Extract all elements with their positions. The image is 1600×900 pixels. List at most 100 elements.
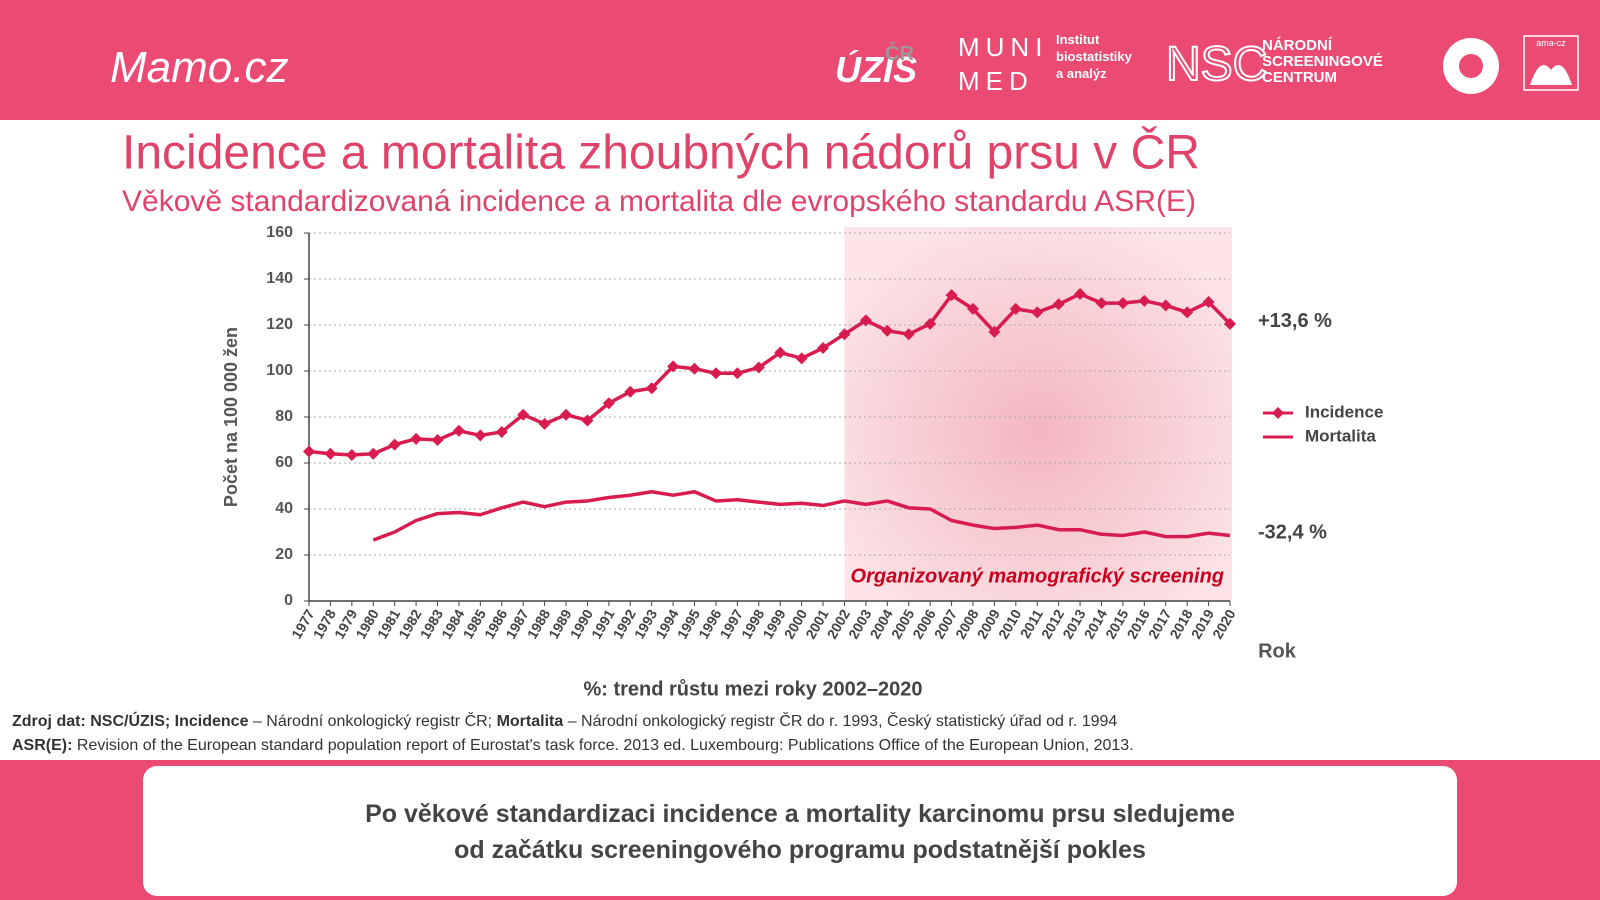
end-label: +13,6 % [1258, 310, 1332, 332]
point [560, 408, 573, 421]
y-tick-label: 120 [266, 316, 293, 333]
point [881, 324, 894, 337]
point [1181, 306, 1194, 319]
point [688, 362, 701, 375]
point [1116, 297, 1129, 310]
point [431, 434, 444, 446]
point [538, 417, 551, 430]
point [902, 328, 915, 341]
point [410, 432, 423, 445]
legend-marker [1272, 407, 1284, 419]
point [752, 361, 765, 374]
point [1224, 317, 1236, 330]
logo: MUNI [958, 32, 1048, 62]
point [1074, 287, 1087, 300]
header: Mamo.cz ÚZIS ČR MUNI MED Institut biosta… [0, 0, 1600, 120]
y-tick-label: 160 [266, 224, 293, 241]
note: %: trend růstu mezi roky 2002–2020 [583, 678, 922, 700]
point [367, 447, 380, 460]
point [388, 438, 401, 451]
conclusion-line: Po věkové standardizaci incidence a mort… [365, 800, 1235, 828]
y-tick-label: 0 [284, 592, 293, 609]
logo: NSC [1166, 38, 1267, 91]
y-tick-label: 60 [275, 454, 293, 471]
point [966, 302, 979, 315]
y-tick-label: 40 [275, 500, 293, 517]
logo: MED [958, 66, 1034, 96]
source-line: ASR(E): Revision of the European standar… [12, 734, 1134, 758]
source-text: Zdroj dat: NSC/ÚZIS; Incidence [12, 713, 249, 730]
point [474, 429, 487, 442]
chart-subtitle: Věkově standardizovaná incidence a morta… [122, 185, 1196, 218]
legend-label: Mortalita [1305, 426, 1376, 445]
y-tick-label: 100 [266, 362, 293, 379]
y-tick-label: 20 [275, 546, 293, 563]
point [517, 408, 530, 421]
logo: ČR [885, 41, 914, 65]
source-text: – Národní onkologický registr ČR; [248, 713, 497, 730]
source-text: – Národní onkologický registr ČR do r. 1… [563, 713, 1118, 730]
point [1095, 297, 1108, 310]
brand: Mamo.cz [110, 43, 288, 92]
screening-period [844, 227, 1232, 601]
x-axis-title: Rok [1258, 640, 1297, 662]
series-line [372, 490, 1231, 542]
source: Zdroj dat: NSC/ÚZIS; Incidence – Národní… [12, 710, 1134, 758]
point [1138, 294, 1151, 307]
point [1202, 296, 1215, 308]
point [838, 328, 851, 341]
y-tick-label: 80 [275, 408, 293, 425]
chart: Incidence a mortalita zhoubných nádorů p… [122, 126, 1384, 701]
point [945, 289, 958, 302]
point [602, 397, 615, 410]
logo: SCREENINGOVÉ [1262, 53, 1383, 70]
y-tick-label: 140 [266, 270, 293, 287]
point [774, 346, 787, 359]
point [1159, 299, 1172, 312]
conclusion-line: od začátku screeningového programu podst… [454, 836, 1146, 864]
source-line: Zdroj dat: NSC/ÚZIS; Incidence – Národní… [12, 710, 1134, 734]
point [859, 314, 872, 327]
point [795, 352, 808, 365]
point [817, 342, 830, 354]
point [709, 367, 722, 380]
logo: ama-cz [1536, 38, 1566, 48]
logo-seal [1459, 54, 1483, 78]
point [924, 317, 937, 330]
point [988, 325, 1001, 338]
point [324, 447, 337, 460]
point [581, 414, 594, 427]
point [624, 385, 637, 398]
y-axis-title: Počet na 100 000 žen [221, 327, 241, 507]
x-tick-label: 2020 [1209, 606, 1239, 641]
x-tick-label: 2010 [995, 606, 1025, 641]
point [1031, 306, 1044, 319]
logo: ÚZIS [835, 49, 917, 90]
point [645, 382, 658, 395]
point [1009, 302, 1022, 315]
plot: Organizovaný mamografický screening 0 20 40… [221, 224, 1384, 700]
legend-label: Incidence [1305, 402, 1383, 421]
logo: a analýz [1056, 66, 1107, 81]
screening-label: Organizovaný mamografický screening [851, 565, 1224, 587]
logo: CENTRUM [1262, 69, 1337, 86]
conclusion-box: Po věkové standardizaci incidence a mort… [143, 766, 1457, 896]
point [345, 448, 358, 461]
logo-icon [1530, 65, 1572, 85]
point [303, 445, 315, 458]
logo: NÁRODNÍ [1262, 37, 1333, 54]
point [1052, 298, 1065, 311]
source-text: Revision of the European standard popula… [72, 737, 1134, 754]
logo: Institut [1056, 32, 1100, 47]
point [452, 424, 465, 437]
end-label: -32,4 % [1258, 522, 1327, 544]
point [731, 367, 744, 380]
point [667, 360, 680, 373]
chart-title: Incidence a mortalita zhoubných nádorů p… [122, 126, 1200, 180]
logo: biostatistiky [1056, 49, 1133, 64]
source-text: ASR(E): [12, 737, 73, 754]
header-logos: Mamo.cz ÚZIS ČR MUNI MED Institut biosta… [110, 32, 1579, 96]
logo-box [1523, 35, 1579, 91]
point [495, 425, 508, 438]
